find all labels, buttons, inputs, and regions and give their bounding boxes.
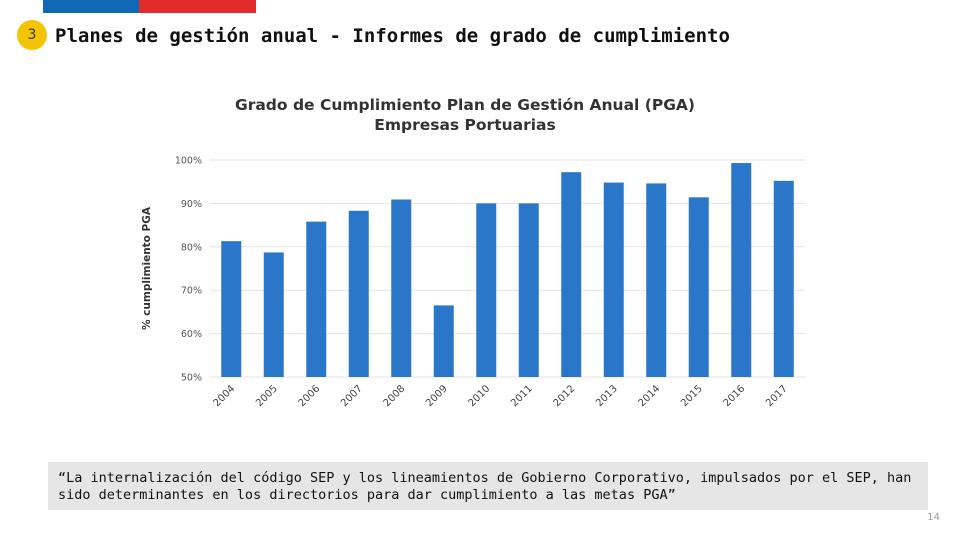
y-axis-label: % cumplimiento PGA xyxy=(141,206,153,330)
x-tick-label: 2007 xyxy=(339,383,365,409)
bar-2004 xyxy=(221,241,242,377)
bar-chart: Grado de Cumplimiento Plan de Gestión An… xyxy=(141,96,805,409)
x-tick-label: 2013 xyxy=(594,383,620,409)
bar-2005 xyxy=(263,252,284,377)
bar-2013 xyxy=(603,182,624,377)
y-tick-label: 100% xyxy=(175,156,202,167)
x-tick-label: 2008 xyxy=(382,383,408,409)
bar-2010 xyxy=(476,203,497,377)
bar-2008 xyxy=(391,199,412,377)
x-tick-label: 2010 xyxy=(467,383,493,409)
x-tick-label: 2011 xyxy=(509,383,535,409)
bar-2017 xyxy=(773,180,794,377)
y-tick-label: 50% xyxy=(181,373,202,384)
quote-box: “La internalización del código SEP y los… xyxy=(48,462,928,510)
bar-2016 xyxy=(731,163,752,377)
bar-2009 xyxy=(433,305,454,377)
bar-2014 xyxy=(646,183,667,377)
x-tick-label: 2016 xyxy=(722,383,748,409)
bar-2012 xyxy=(561,172,582,377)
section-number-badge: 3 xyxy=(17,20,47,50)
chart-title-line: Grado de Cumplimiento Plan de Gestión An… xyxy=(235,96,695,114)
y-tick-label: 80% xyxy=(181,242,202,253)
page-number: 14 xyxy=(927,512,940,523)
bar-2006 xyxy=(306,221,327,377)
bar-2011 xyxy=(518,203,539,377)
y-tick-label: 90% xyxy=(181,199,202,210)
x-tick-label: 2009 xyxy=(424,383,450,409)
chart-title-line: Empresas Portuarias xyxy=(374,116,556,134)
x-tick-label: 2014 xyxy=(637,383,663,409)
flag-red-stripe xyxy=(139,0,256,13)
flag-blue-stripe xyxy=(43,0,139,13)
x-tick-label: 2012 xyxy=(552,383,578,409)
y-tick-label: 60% xyxy=(181,329,202,340)
x-tick-label: 2004 xyxy=(212,383,238,409)
y-tick-label: 70% xyxy=(181,286,202,297)
bar-2015 xyxy=(688,197,709,377)
x-tick-label: 2006 xyxy=(297,383,323,409)
slide-title: Planes de gestión anual - Informes de gr… xyxy=(55,25,730,47)
x-tick-label: 2017 xyxy=(764,383,790,409)
bar-2007 xyxy=(348,210,369,377)
x-tick-label: 2015 xyxy=(679,383,705,409)
x-tick-label: 2005 xyxy=(254,383,280,409)
